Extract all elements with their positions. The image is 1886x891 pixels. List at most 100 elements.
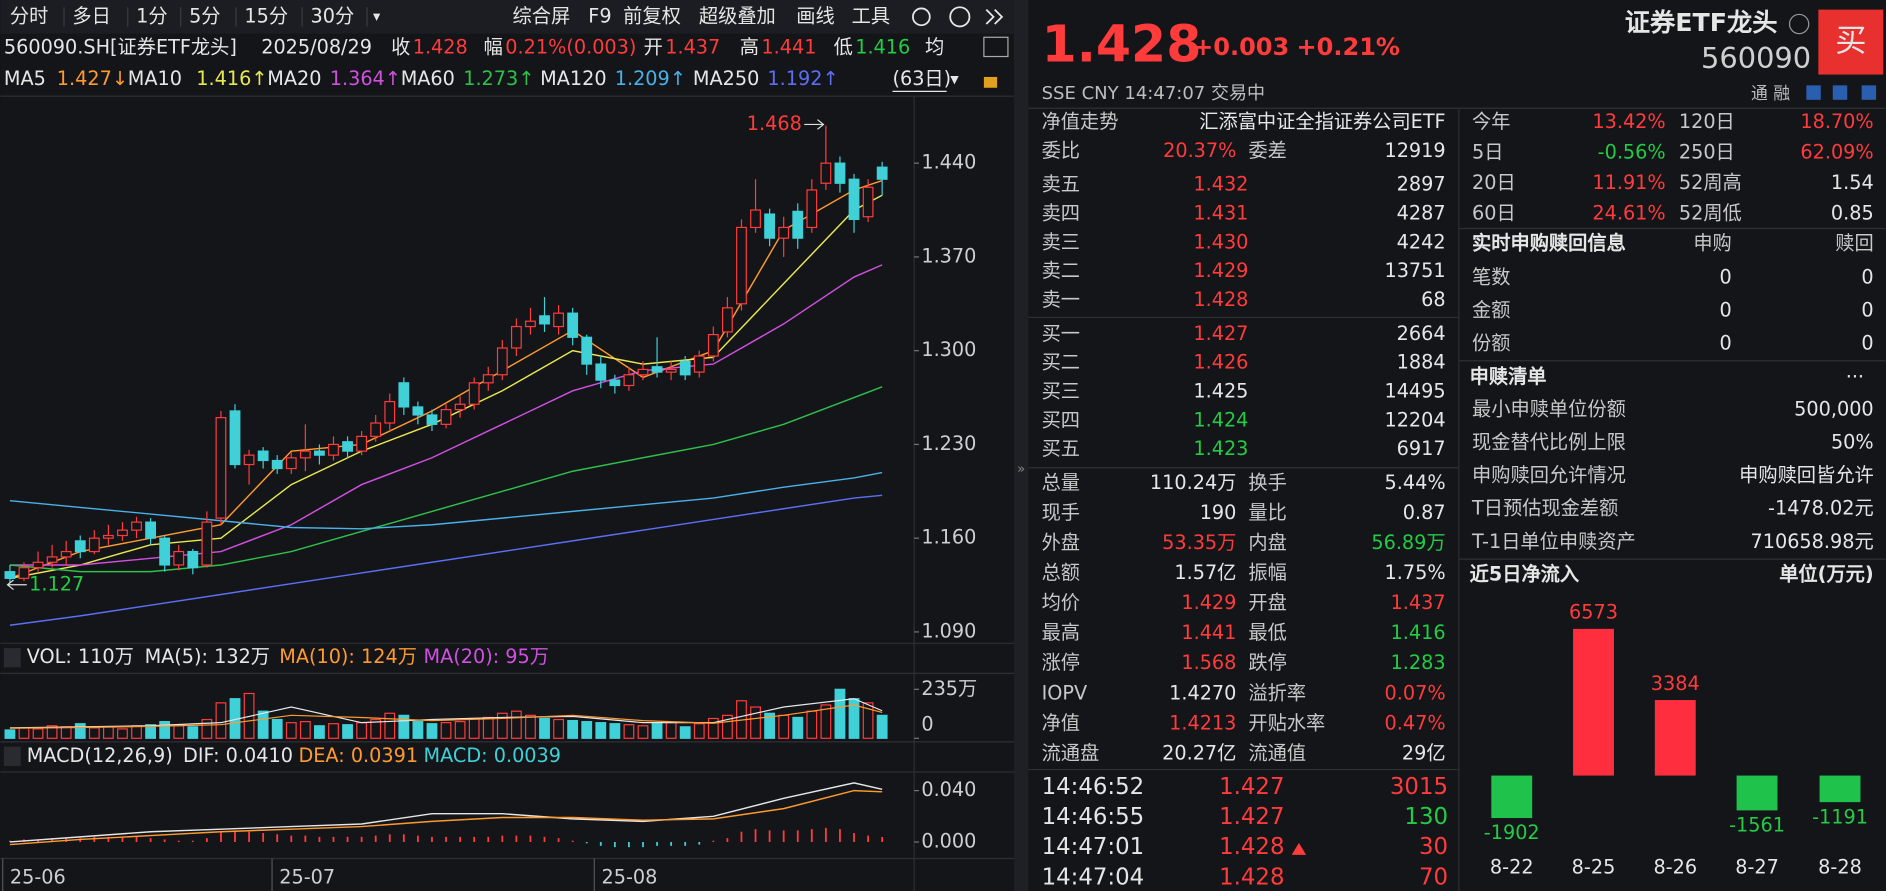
more-button[interactable]: ··· xyxy=(1846,365,1864,388)
row-label: 净值走势 xyxy=(1042,110,1119,133)
row-label: 金额 xyxy=(1472,298,1510,321)
volume-bar xyxy=(299,721,311,739)
tool-button[interactable]: 超级叠加 xyxy=(699,4,776,27)
tool-icon[interactable] xyxy=(1832,85,1848,100)
y-tick-label: 1.090 xyxy=(921,619,976,642)
row-label: 卖四 xyxy=(1042,202,1080,225)
candle-body xyxy=(314,450,325,456)
quote-field: 低 xyxy=(834,36,853,59)
row-value: 1.432 xyxy=(1193,173,1248,196)
market-meta: SSE CNY 14:47:07 交易中 xyxy=(1042,83,1265,104)
row-label: 涨停 xyxy=(1042,651,1080,674)
candle-body xyxy=(736,226,747,305)
volume-bar xyxy=(806,710,818,739)
row-label: IOPV xyxy=(1042,681,1088,704)
row-value: 0 xyxy=(1720,265,1732,288)
candle-body xyxy=(145,521,157,539)
row-label: 换手 xyxy=(1248,471,1286,494)
candle-body xyxy=(426,414,438,425)
help-box[interactable] xyxy=(3,746,21,766)
volume-bar xyxy=(567,719,579,739)
period-tab[interactable]: 5分 xyxy=(189,4,220,27)
splitter-icon[interactable]: » xyxy=(1017,462,1025,477)
row-label: 120日 xyxy=(1679,110,1735,133)
row-label: 52周低 xyxy=(1679,201,1742,224)
row-label: 买四 xyxy=(1042,408,1080,431)
vol-header: MA(5): 132万 xyxy=(145,645,270,668)
help-box[interactable] xyxy=(3,648,21,668)
tool-icon[interactable] xyxy=(1861,85,1877,100)
splitter[interactable] xyxy=(1013,0,1029,891)
row-label: 买五 xyxy=(1042,437,1080,460)
candle-body xyxy=(609,379,621,387)
candle-body xyxy=(285,457,297,470)
help-icon[interactable] xyxy=(949,6,971,28)
settings-icon[interactable] xyxy=(912,7,931,27)
candle-body xyxy=(229,410,241,466)
candle-body xyxy=(595,363,607,381)
row-label: 总量 xyxy=(1042,471,1080,494)
period-tab[interactable]: 15分 xyxy=(244,4,288,27)
dropdown-icon[interactable]: ▾ xyxy=(950,68,959,88)
vol-ma-line xyxy=(9,698,883,729)
candle-body xyxy=(539,315,550,325)
buy-label[interactable]: 买 xyxy=(1835,23,1866,59)
row-value: 18.70% xyxy=(1800,110,1873,133)
buy-button[interactable] xyxy=(1818,9,1884,75)
row-label: 卖五 xyxy=(1042,173,1080,196)
tool-icon[interactable] xyxy=(1806,85,1821,100)
candle-body xyxy=(834,162,846,184)
range-button[interactable]: (63日) xyxy=(892,67,951,90)
unit-label: 单位(万元) xyxy=(1779,562,1873,585)
period-tab[interactable]: 1分 xyxy=(136,4,167,27)
candle-body xyxy=(4,571,16,579)
row-value: 1.283 xyxy=(1391,651,1446,674)
volume-bar xyxy=(215,702,227,739)
data-label: -1191 xyxy=(1812,805,1868,828)
volume-bar xyxy=(496,712,508,739)
tick-field: 1.428 xyxy=(1219,834,1284,860)
info-icon[interactable] xyxy=(1788,13,1810,35)
dropdown-icon[interactable]: ▾ xyxy=(373,9,381,25)
low-marker: 1.127 xyxy=(29,572,84,595)
expand-icon[interactable] xyxy=(985,8,1004,25)
candle-body xyxy=(454,403,466,411)
tool-button[interactable]: 工具 xyxy=(852,4,890,27)
volume-bar xyxy=(342,724,353,739)
up-arrow xyxy=(1291,842,1307,855)
candle-body xyxy=(187,550,199,569)
row-label: 250日 xyxy=(1679,141,1735,164)
row-value: 56.89万 xyxy=(1371,531,1445,554)
change: +0.003 xyxy=(1193,33,1289,61)
tool-button[interactable]: 前复权 xyxy=(623,4,681,27)
candle-body xyxy=(131,521,142,531)
candle-body xyxy=(299,450,311,459)
volume-bar xyxy=(328,723,339,739)
volume-bar xyxy=(131,725,142,739)
volume-bar xyxy=(60,726,72,739)
row-value: 24.61% xyxy=(1592,201,1665,224)
tool-button[interactable]: F9 xyxy=(588,4,611,27)
row-value: 110.24万 xyxy=(1150,471,1236,494)
row-label: 14495 xyxy=(1384,379,1445,402)
tool-button[interactable]: 画线 xyxy=(796,4,834,27)
row-value: 1.437 xyxy=(1391,591,1446,614)
candle-body xyxy=(243,454,255,466)
period-tab[interactable]: 30分 xyxy=(311,4,355,27)
row-value: 1.425 xyxy=(1193,379,1248,402)
row-label: 6917 xyxy=(1397,437,1446,460)
period-tab[interactable]: 多日 xyxy=(72,4,110,27)
row-value: 190 xyxy=(1200,501,1237,524)
row-value: 0 xyxy=(1720,331,1732,354)
change-pct: +0.21% xyxy=(1297,33,1401,61)
marker-arrow xyxy=(804,119,825,130)
date-label: 25-07 xyxy=(279,865,335,888)
tool-button[interactable]: 综合屏 xyxy=(513,4,571,27)
period-tab[interactable]: 分时 xyxy=(10,4,48,27)
row-value: 1.568 xyxy=(1181,651,1236,674)
row-label: 流通值 xyxy=(1248,741,1306,764)
volume-bar xyxy=(651,723,663,739)
flow-bar xyxy=(1819,775,1861,803)
